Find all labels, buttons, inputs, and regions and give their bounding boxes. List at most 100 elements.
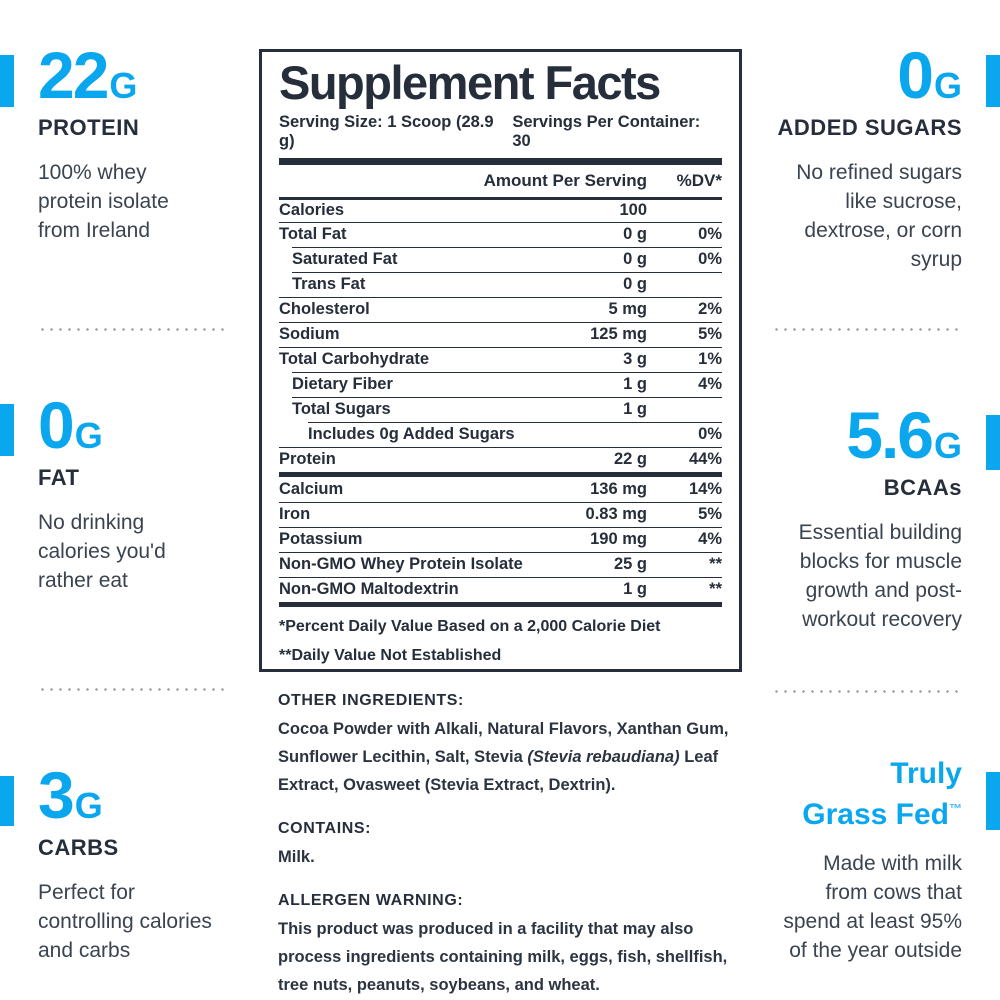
- thick-rule: [279, 157, 722, 165]
- nutrient-dv: 4%: [698, 375, 722, 394]
- nutrient-amount: 5 mg: [608, 300, 647, 319]
- callout-label: FAT: [38, 465, 80, 490]
- callout-label: ADDED SUGARS: [777, 115, 962, 140]
- facts-row: Protein 22 g 44%: [279, 446, 722, 472]
- nutrient-amount: 3 g: [623, 350, 647, 369]
- facts-rows: Calories 100 Total Fat 0 g 0% Saturated Fat 0 …: [279, 196, 722, 607]
- facts-row: Saturated Fat 0 g 0%: [292, 246, 722, 272]
- ingredients-text-part: Leaf Extract, Ovasweet (Stevia Extract, …: [278, 748, 719, 794]
- callout-protein: 22G PROTEIN 100% whey protein isolate fr…: [38, 42, 250, 245]
- accent-bar: [0, 55, 14, 107]
- facts-row: Dietary Fiber 1 g 4%: [292, 371, 722, 397]
- callout-bcaas: 5.6G BCAAs Essential building blocks for…: [750, 402, 962, 634]
- nutrient-amount: 0.83 mg: [585, 505, 647, 524]
- column-header-dv: %DV*: [676, 170, 722, 190]
- below-label-sections: OTHER INGREDIENTS: Cocoa Powder with Alk…: [278, 692, 730, 1000]
- facts-header-row: Amount Per Serving %DV*: [279, 165, 722, 197]
- callout-truly-grass-fed: Truly Grass Fed™ Made with milk from cow…: [750, 756, 962, 965]
- callout-unit: G: [109, 65, 138, 106]
- accent-bar: [0, 404, 14, 456]
- callout-label: PROTEIN: [38, 115, 140, 140]
- callout-unit: G: [74, 415, 103, 456]
- nutrient-amount: 100: [619, 201, 647, 220]
- nutrient-dv: 2%: [698, 300, 722, 319]
- nutrient-dv: 0%: [698, 225, 722, 244]
- nutrient-name: Saturated Fat: [292, 250, 398, 269]
- dotted-separator: [38, 688, 228, 691]
- callout-unit: G: [933, 425, 962, 466]
- facts-row: Calcium 136 mg 14%: [279, 477, 722, 502]
- dotted-separator: [38, 328, 228, 331]
- nutrient-name: Potassium: [279, 530, 363, 549]
- serving-size: Serving Size: 1 Scoop (28.9 g): [279, 112, 494, 150]
- callout-unit: G: [933, 65, 962, 106]
- facts-row: Potassium 190 mg 4%: [279, 526, 722, 552]
- facts-row: Non-GMO Maltodextrin 1 g **: [279, 576, 722, 602]
- footnote-dv-not-established: **Daily Value Not Established: [279, 646, 502, 664]
- callout-amount: 5.6G: [750, 402, 962, 468]
- callout-description: No drinking calories you'd rather eat: [38, 511, 166, 592]
- nutrient-name: Non-GMO Whey Protein Isolate: [279, 555, 523, 574]
- nutrient-name: Calories: [279, 201, 345, 220]
- other-ingredients-heading: OTHER INGREDIENTS:: [278, 692, 464, 709]
- ingredients-latin-name: (Stevia rebaudiana): [527, 748, 680, 766]
- facts-row: Total Fat 0 g 0%: [279, 221, 722, 247]
- nutrient-amount: 25 g: [613, 555, 647, 574]
- nutrient-amount: 0 g: [623, 225, 647, 244]
- callout-value: 0: [38, 388, 75, 462]
- callout-description: Essential building blocks for muscle gro…: [798, 521, 962, 631]
- callout-unit: G: [74, 785, 103, 826]
- callout-amount: 0G: [38, 392, 250, 458]
- callout-description: 100% whey protein isolate from Ireland: [38, 161, 169, 242]
- nutrient-dv: 4%: [698, 530, 722, 549]
- callout-value: 3: [38, 758, 75, 832]
- nutrient-dv: 0%: [698, 425, 722, 444]
- other-ingredients-text: Cocoa Powder with Alkali, Natural Flavor…: [278, 715, 730, 799]
- trademark-symbol: ™: [949, 801, 962, 816]
- callout-description: No refined sugars like sucrose, dextrose…: [796, 161, 962, 271]
- nutrient-amount: 190 mg: [590, 530, 647, 549]
- callout-value: 22: [38, 38, 109, 112]
- callout-description: Made with milk from cows that spend at l…: [783, 852, 962, 962]
- nutrient-amount: 136 mg: [590, 479, 647, 498]
- callout-label: CARBS: [38, 835, 119, 860]
- dotted-separator: [772, 328, 962, 331]
- accent-bar: [986, 55, 1000, 107]
- nutrient-dv: 5%: [698, 505, 722, 524]
- nutrient-dv: 5%: [698, 325, 722, 344]
- callout-added-sugars: 0G ADDED SUGARS No refined sugars like s…: [750, 42, 962, 274]
- allergen-warning-heading: ALLERGEN WARNING:: [278, 892, 464, 909]
- accent-bar: [986, 415, 1000, 470]
- nutrient-name: Total Carbohydrate: [279, 350, 430, 369]
- nutrient-name: Protein: [279, 450, 336, 469]
- callout-amount: 0G: [750, 42, 962, 108]
- nutrient-name: Total Sugars: [292, 400, 391, 419]
- nutrient-name: Dietary Fiber: [292, 375, 393, 394]
- serving-info: Serving Size: 1 Scoop (28.9 g) Servings …: [279, 113, 722, 151]
- facts-row: Includes 0g Added Sugars 0%: [308, 421, 722, 447]
- accent-bar: [986, 772, 1000, 830]
- nutrient-amount: 1 g: [623, 580, 647, 599]
- nutrient-amount: 125 mg: [590, 325, 647, 344]
- facts-row: Total Sugars 1 g: [292, 396, 722, 422]
- thick-divider: [279, 601, 722, 607]
- allergen-warning-text: This product was produced in a facility …: [278, 920, 728, 994]
- callout-carbs: 3G CARBS Perfect for controlling calorie…: [38, 762, 250, 965]
- facts-row: Cholesterol 5 mg 2%: [279, 296, 722, 322]
- servings-per-container: Servings Per Container: 30: [512, 112, 701, 150]
- facts-title: Supplement Facts: [279, 56, 661, 109]
- facts-row: Trans Fat 0 g: [292, 271, 722, 297]
- dotted-separator: [772, 690, 962, 693]
- callout-amount: 3G: [38, 762, 250, 828]
- callout-fat: 0G FAT No drinking calories you'd rather…: [38, 392, 250, 595]
- callout-heading: Truly Grass Fed™: [750, 756, 962, 832]
- nutrient-name: Non-GMO Maltodextrin: [279, 580, 459, 599]
- nutrient-dv: 1%: [698, 350, 722, 369]
- nutrient-name: Trans Fat: [292, 275, 366, 294]
- nutrient-name: Sodium: [279, 325, 340, 344]
- footnote-percent-dv: *Percent Daily Value Based on a 2,000 Ca…: [279, 617, 661, 635]
- nutrient-dv: 0%: [698, 250, 722, 269]
- nutrient-amount: 22 g: [613, 450, 647, 469]
- callout-description: Perfect for controlling calories and car…: [38, 881, 212, 962]
